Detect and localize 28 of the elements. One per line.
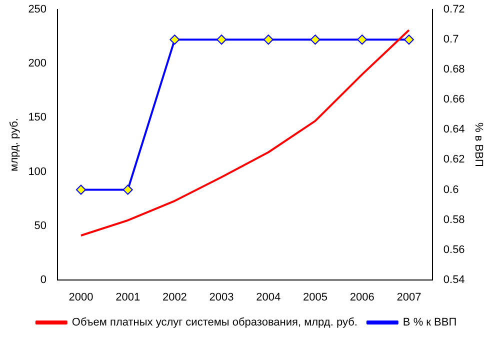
y2-tick-label: 0.64 <box>443 124 465 136</box>
y2-tick-label: 0.72 <box>443 4 465 16</box>
y2-tick-label: 0.56 <box>443 244 465 256</box>
x-tick-label: 2006 <box>350 291 374 304</box>
legend-label: В % к ВВП <box>402 316 457 329</box>
x-tick-label: 2004 <box>256 291 281 304</box>
y2-tick-label: 0.58 <box>443 214 465 226</box>
y2-tick-label: 0.66 <box>443 94 465 106</box>
y2-tick-label: 0.54 <box>443 274 465 286</box>
y-tick-label: 200 <box>28 58 47 70</box>
y2-tick-label: 0.62 <box>443 154 465 166</box>
y-tick-label: 100 <box>28 166 47 178</box>
x-tick-label: 2000 <box>68 291 94 304</box>
y2-axis-title: % в ВВП <box>472 122 484 167</box>
y-tick-label: 0 <box>40 274 47 286</box>
y-tick-label: 150 <box>28 112 47 124</box>
x-tick-label: 2007 <box>396 291 422 304</box>
x-tick-label: 2002 <box>162 291 187 304</box>
legend-label: Объем платных услуг системы образования, млрд. руб. <box>72 316 358 329</box>
x-tick-label: 2001 <box>116 291 140 304</box>
y2-tick-label: 0.68 <box>443 64 465 76</box>
y-tick-label: 50 <box>34 220 47 232</box>
y2-tick-label: 0.6 <box>443 184 459 196</box>
x-tick-label: 2005 <box>303 291 328 304</box>
x-tick-label: 2003 <box>209 291 234 304</box>
y-axis-title: млрд. руб. <box>8 118 21 172</box>
y2-tick-label: 0.7 <box>443 34 459 46</box>
y-tick-label: 250 <box>28 4 47 16</box>
